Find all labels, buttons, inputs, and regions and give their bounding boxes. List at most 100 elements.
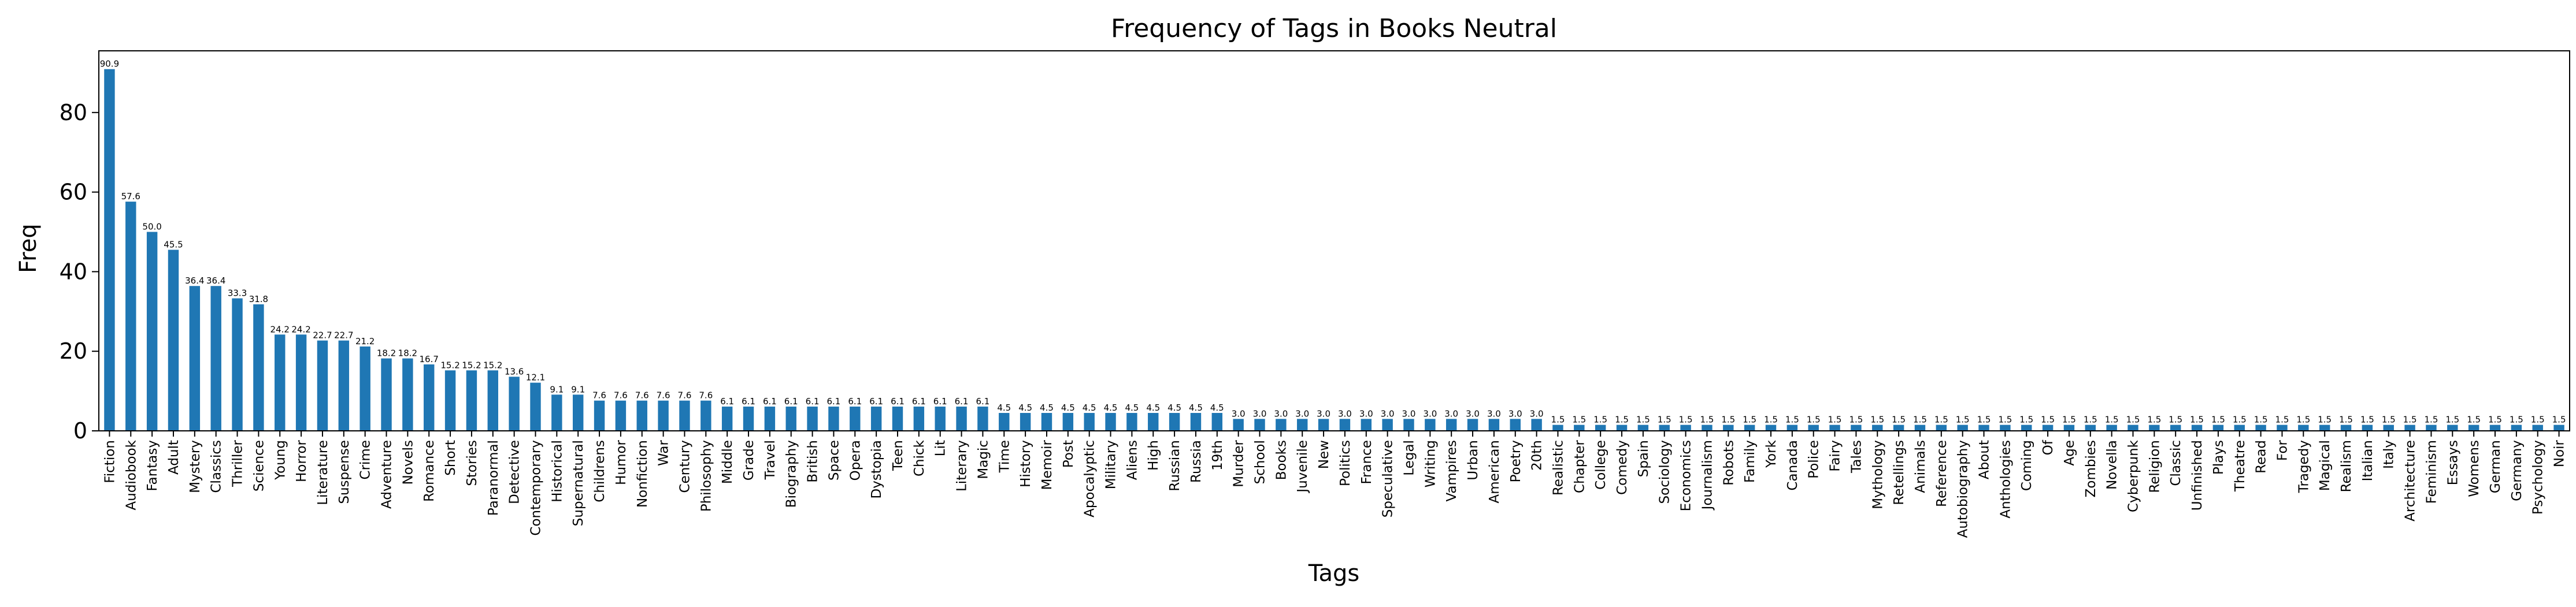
data-label: 6.1 [869,396,883,407]
x-tick-label: Urban [1466,440,1481,481]
x-tick-label: Retellings [1892,440,1907,505]
x-tick-label: Military [1104,440,1119,489]
x-tick-label: Magic [976,440,991,479]
y-tick-label: 80 [60,100,87,125]
bar [1765,424,1777,431]
data-label: 4.5 [1210,403,1224,413]
bar [1233,419,1244,431]
x-tick-label: Childrens [592,440,607,502]
x-tick-label: Literary [955,440,970,491]
bar [210,286,221,431]
bar [1659,424,1670,431]
bar [2255,424,2266,431]
bar [1254,419,1265,431]
chart-title: Frequency of Tags in Books Neutral [1111,14,1557,43]
data-label: 1.5 [1913,415,1927,425]
bar [1978,424,1989,431]
data-label: 3.0 [1444,408,1458,419]
bar [232,298,243,431]
x-tick-label: Psychology [2531,440,2546,515]
bar [104,69,115,431]
x-tick-label: High [1146,440,1161,471]
data-label: 15.2 [462,360,481,370]
bar [530,382,541,431]
bar [2404,424,2415,431]
data-label: 4.5 [1167,403,1181,413]
data-label: 3.0 [1232,408,1246,419]
bar [146,232,158,431]
data-label: 1.5 [1700,415,1714,425]
bar [2319,424,2330,431]
bar [1851,424,1862,431]
data-label: 6.1 [848,396,862,407]
data-label: 1.5 [1956,415,1970,425]
x-tick-label: Magical [2318,440,2333,491]
data-label: 4.5 [1189,403,1203,413]
bar [1169,412,1180,431]
x-tick-label: American [1487,440,1502,503]
x-tick-label: Fiction [102,440,117,483]
data-label: 3.0 [1423,408,1437,419]
bar [1361,419,1372,431]
x-tick-label: Humor [614,440,629,485]
data-label: 1.5 [1892,415,1906,425]
bar [509,377,520,431]
x-tick-label: Vampires [1444,440,1459,502]
data-label: 18.2 [398,348,417,359]
data-label: 1.5 [2467,415,2481,425]
bar [1829,424,1840,431]
bar [1211,412,1223,431]
data-label: 1.5 [2105,415,2119,425]
x-tick-label: Legal [1402,440,1417,476]
bar [2340,424,2352,431]
bar [1403,419,1414,431]
data-label: 1.5 [2126,415,2140,425]
x-tick-label: Comedy [1615,440,1630,495]
bar [168,249,179,431]
data-label: 3.0 [1402,408,1416,419]
x-tick-label: Audiobook [124,440,139,510]
bar [1957,424,1968,431]
x-tick-label: For [2275,440,2290,460]
data-label: 22.7 [313,330,332,341]
bar [1808,424,1819,431]
bar [338,340,350,431]
x-tick-label: Space [826,440,842,481]
x-tick-label: Crime [358,440,373,479]
bar [743,406,754,431]
bar [2000,424,2011,431]
data-label: 9.1 [550,384,564,394]
bar [807,406,818,431]
bar [1276,419,1287,431]
plot-frame [98,50,2570,431]
data-labels: 90.957.650.045.536.4 36.433.331.824.2 24.2… [100,59,2566,425]
x-tick-label: Fairy [1828,440,1843,472]
x-tick-label: Robots [1721,440,1736,486]
x-tick-label: 20th [1530,440,1545,471]
data-label: 6.1 [827,396,841,407]
data-label: 7.6 [657,390,670,401]
x-tick-label: Lit [933,440,948,456]
bar [913,406,925,431]
bar [977,406,988,431]
data-label: 1.5 [2084,415,2097,425]
x-tick-label: British [806,440,821,483]
data-label: 3.0 [1508,408,1522,419]
x-tick-label: Novella [2105,440,2120,490]
data-label: 1.5 [1658,415,1671,425]
bar [2191,424,2203,431]
data-label: 1.5 [2445,415,2459,425]
x-tick-label: Of [2041,440,2056,455]
bar [870,406,882,431]
data-label: 1.5 [2510,415,2523,425]
x-tick-label: Poetry [1508,440,1524,482]
x-tick-label: Writing [1423,440,1438,487]
x-tick-label: Mystery [188,440,203,493]
x-tick-label: Zombies [2084,440,2099,497]
x-tick-label: Philosophy [699,440,714,512]
bars [104,69,2564,431]
data-label: 1.5 [2403,415,2417,425]
bar [1637,424,1649,431]
data-label: 6.1 [891,396,905,407]
data-label: 1.5 [2041,415,2055,425]
